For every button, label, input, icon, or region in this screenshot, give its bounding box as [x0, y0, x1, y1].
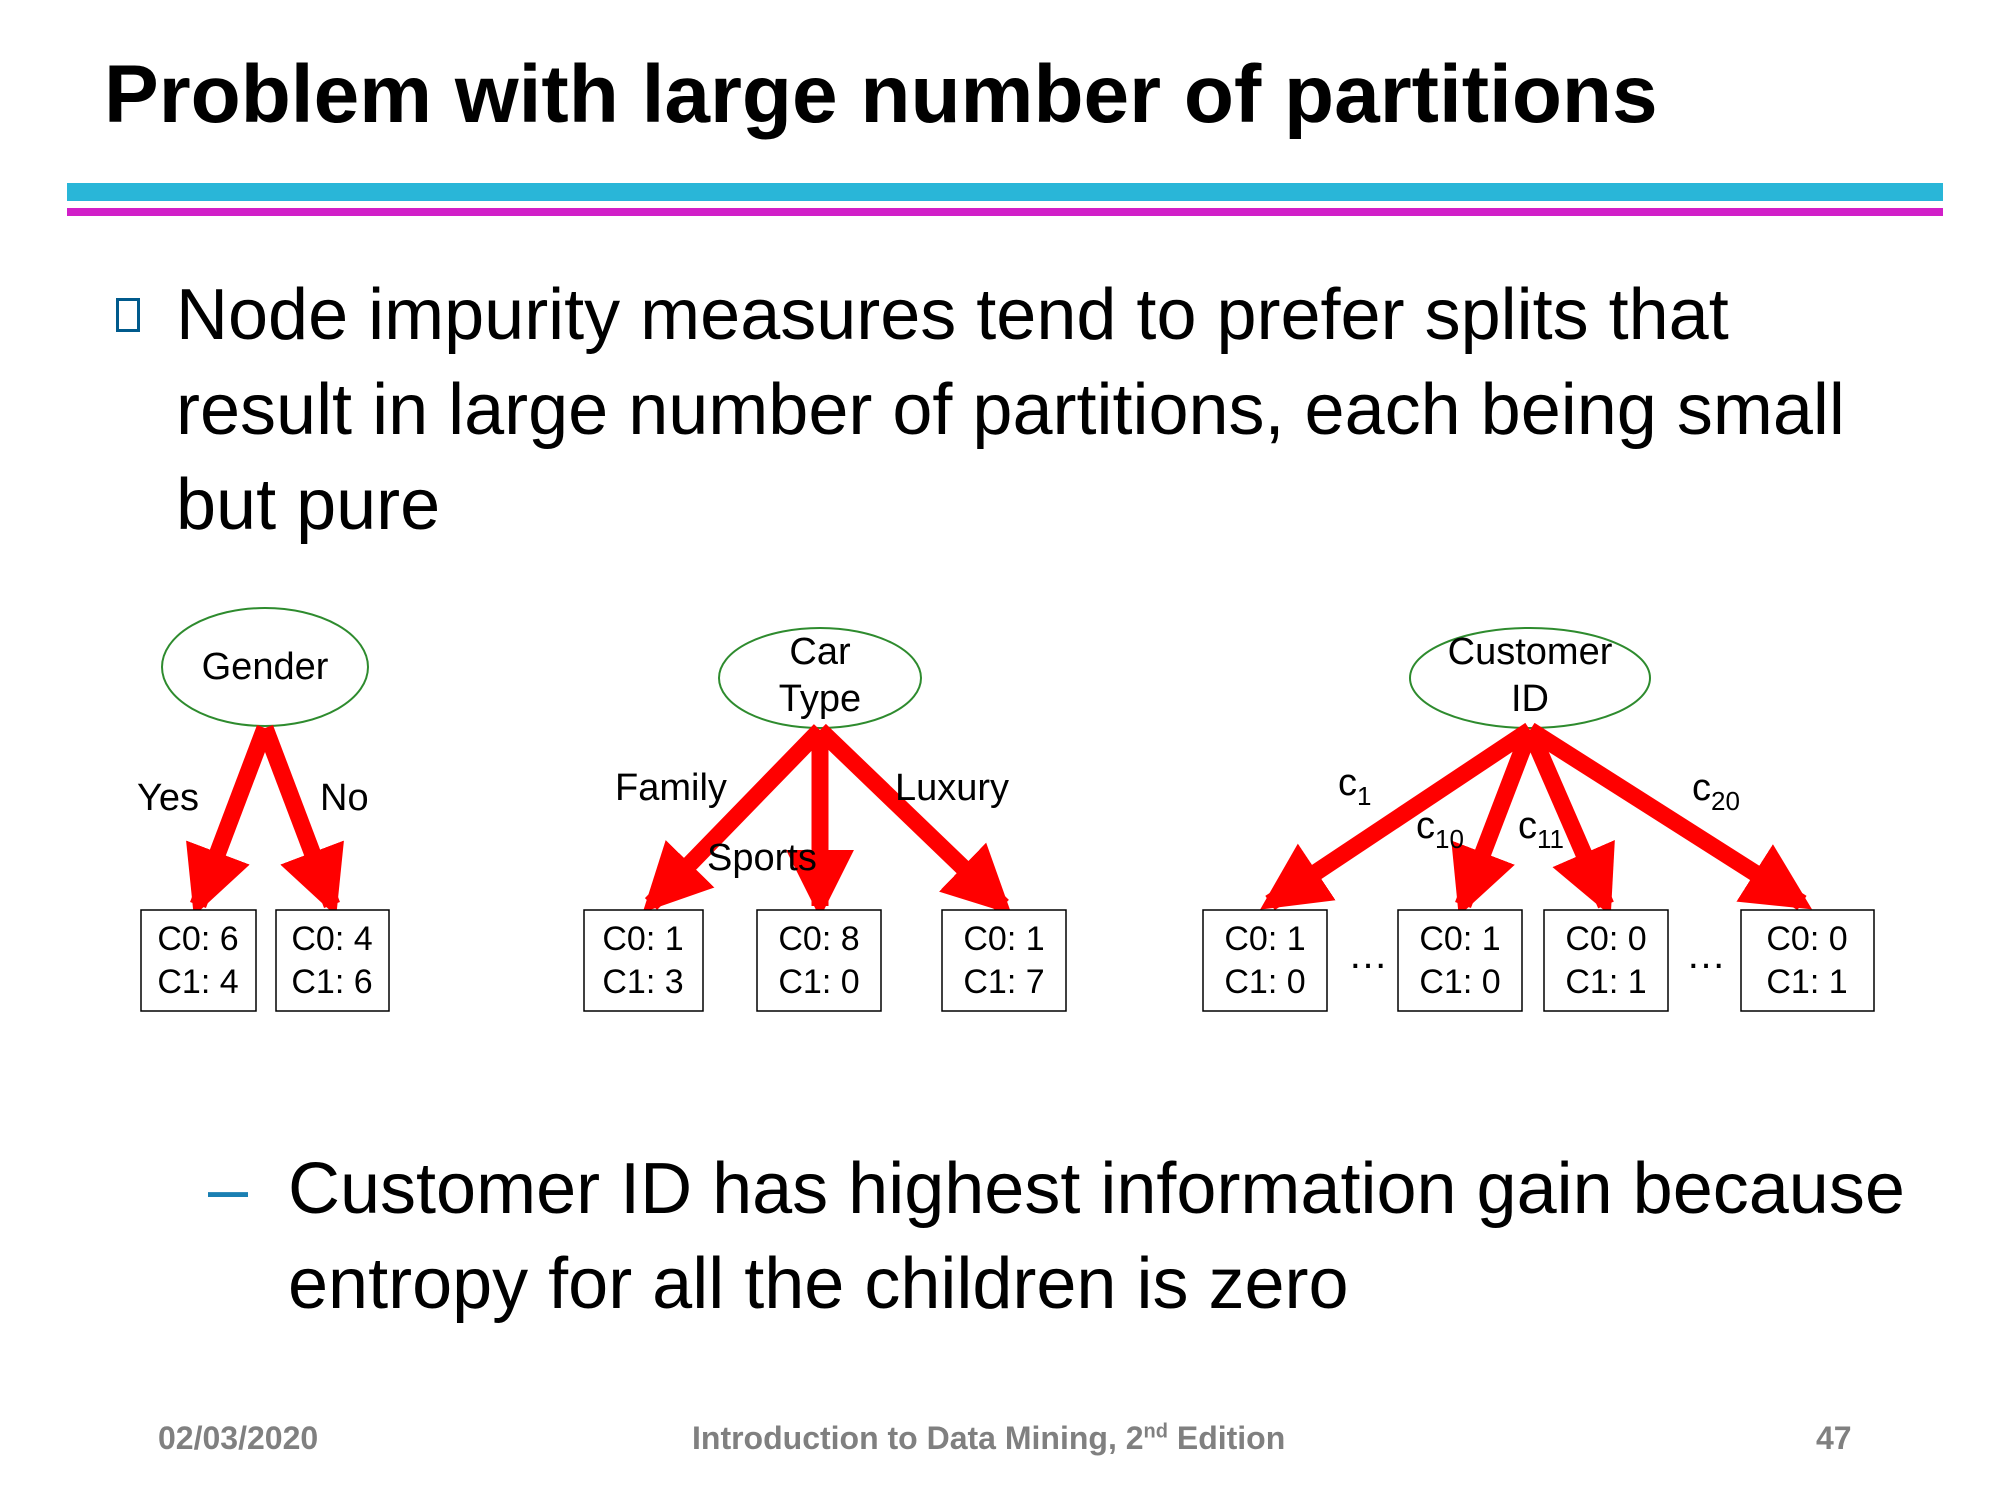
svg-text:C0: 1: C0: 1 — [602, 920, 683, 958]
car-type-tree: Car Type Family Sports Luxury C0: 1 C1: … — [583, 627, 1067, 1012]
car-type-edge-luxury-arrow — [814, 723, 1012, 915]
customer-id-ellipsis-right: … — [1686, 933, 1726, 977]
customer-id-edge-c11-arrow — [1522, 726, 1615, 916]
footer-book-sup: nd — [1143, 1420, 1168, 1443]
svg-text:C0: 1: C0: 1 — [1419, 920, 1500, 958]
main-bullet-text: Node impurity measures tend to prefer sp… — [176, 275, 1845, 545]
car-type-edge-family-label: Family — [615, 767, 727, 809]
customer-id-edge-c1-arrow — [1260, 722, 1535, 911]
svg-text:C0: 6: C0: 6 — [157, 920, 238, 958]
car-type-leaf-family: C0: 1 C1: 3 — [583, 909, 704, 1012]
svg-text:C0: 1: C0: 1 — [1224, 920, 1305, 958]
svg-text:C1: 1: C1: 1 — [1766, 963, 1847, 1001]
gender-node — [161, 607, 369, 727]
gender-leaf-no: C0: 4 C1: 6 — [275, 909, 390, 1012]
svg-text:C1: 6: C1: 6 — [291, 963, 372, 1001]
customer-id-edge-c11-label: c11 — [1518, 805, 1564, 854]
sub-bullet-text: Customer ID has highest information gain… — [288, 1149, 1905, 1324]
car-type-leaf-luxury: C0: 1 C1: 7 — [941, 909, 1067, 1012]
customer-id-leaf-c10: C0: 1 C1: 0 — [1397, 909, 1523, 1012]
customer-id-edge-c20-label: c20 — [1692, 767, 1740, 816]
svg-text:C0: 0: C0: 0 — [1766, 920, 1847, 958]
car-type-node — [718, 627, 922, 729]
customer-id-node-label-line1: Customer — [1448, 631, 1613, 673]
customer-id-ellipsis-left: … — [1348, 933, 1388, 977]
customer-id-leaf-c1: C0: 1 C1: 0 — [1202, 909, 1328, 1012]
svg-text:C0: 1: C0: 1 — [963, 920, 1044, 958]
bullet-square-icon — [116, 298, 140, 332]
svg-text:C1: 7: C1: 7 — [963, 963, 1044, 1001]
customer-id-tree: Customer ID c1 c10 c11 c20 C0: 1 C1: 0 …… — [1202, 627, 1875, 1012]
svg-text:C1: 0: C1: 0 — [1419, 963, 1500, 1001]
svg-text:C1: 0: C1: 0 — [1224, 963, 1305, 1001]
footer-page-number: 47 — [1816, 1420, 1852, 1456]
customer-id-leaf-c20: C0: 0 C1: 1 — [1740, 909, 1875, 1012]
svg-text:C1: 0: C1: 0 — [778, 963, 859, 1001]
car-type-node-label-line2: Type — [779, 678, 861, 720]
sub-bullet-dash: – — [208, 1149, 249, 1229]
gender-edge-no-arrow — [257, 724, 344, 917]
footer-date: 02/03/2020 — [158, 1420, 319, 1456]
footer-book-prefix: Introduction to Data Mining, 2 — [692, 1420, 1144, 1456]
car-type-edge-luxury-label: Luxury — [895, 767, 1009, 809]
customer-id-edge-c1-label: c1 — [1338, 762, 1371, 811]
svg-text:C1: 3: C1: 3 — [602, 963, 683, 1001]
svg-text:C0: 4: C0: 4 — [291, 920, 372, 958]
gender-edge-no-label: No — [320, 777, 369, 819]
svg-text:C1: 4: C1: 4 — [157, 963, 238, 1001]
gender-tree: Gender Yes No C0: 6 C1: 4 C0: 4 C1: 6 — [137, 607, 390, 1012]
gender-node-label: Gender — [202, 646, 329, 688]
car-type-leaf-sports: C0: 8 C1: 0 — [756, 909, 882, 1012]
svg-text:C0: 8: C0: 8 — [778, 920, 859, 958]
car-type-node-label-line1: Car — [789, 631, 851, 673]
svg-text:C1: 1: C1: 1 — [1565, 963, 1646, 1001]
customer-id-edge-c20-arrow — [1525, 722, 1813, 911]
gender-edge-yes-arrow — [186, 724, 273, 917]
gender-edge-yes-label: Yes — [137, 777, 199, 819]
slide-title: Problem with large number of partitions — [104, 49, 1658, 140]
customer-id-leaf-c11: C0: 0 C1: 1 — [1543, 909, 1669, 1012]
car-type-edge-sports-label: Sports — [707, 837, 817, 879]
title-rule-cyan — [67, 183, 1943, 201]
customer-id-node-label-line2: ID — [1511, 678, 1549, 720]
customer-id-node — [1409, 627, 1651, 729]
gender-leaf-yes: C0: 6 C1: 4 — [140, 909, 257, 1012]
customer-id-edge-c10-arrow — [1451, 726, 1538, 917]
footer-book-suffix: Edition — [1167, 1420, 1286, 1456]
car-type-edge-family-arrow — [642, 724, 827, 913]
svg-text:C0: 0: C0: 0 — [1565, 920, 1646, 958]
footer-book-title: Introduction to Data Mining, 2nd Edition — [692, 1420, 1285, 1457]
customer-id-edge-c10-label: c10 — [1416, 805, 1464, 854]
title-rule-magenta — [67, 208, 1943, 216]
